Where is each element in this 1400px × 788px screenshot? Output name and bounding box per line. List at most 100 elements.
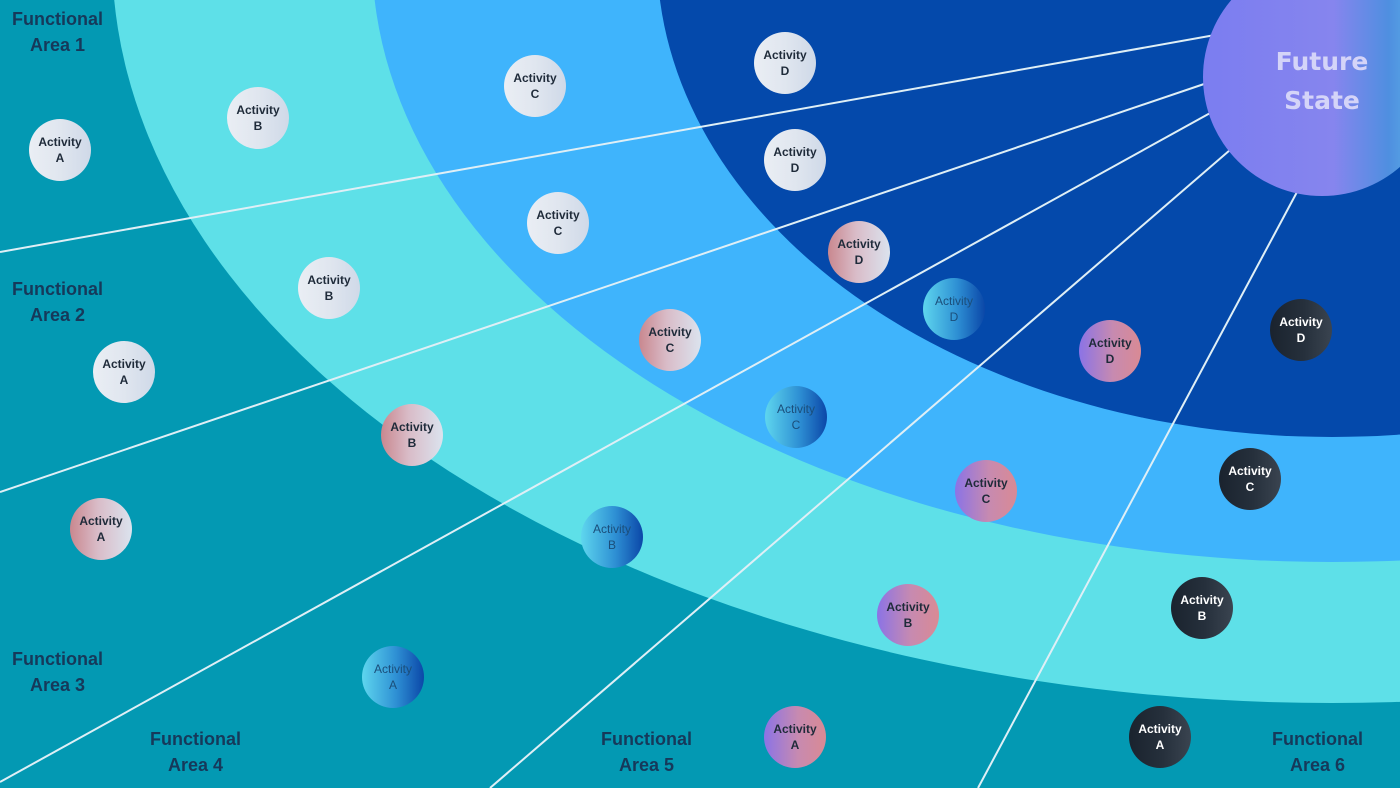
functional-area-3-label: Functional Area 3	[12, 646, 103, 698]
activity-word: Activity	[307, 273, 351, 287]
activity-letter: D	[949, 310, 959, 324]
area-label-line2: Area 2	[29, 305, 86, 325]
activity-a-area-4-node[interactable]: Activity A	[362, 646, 424, 708]
divider-line	[489, 149, 1231, 788]
activity-letter: C	[981, 492, 991, 506]
activity-c-area-5-node[interactable]: Activity C	[955, 460, 1017, 522]
divider-line	[0, 111, 1213, 783]
activity-word: Activity	[592, 522, 631, 536]
activity-letter: C	[1245, 480, 1255, 494]
activity-c-area-6-node[interactable]: Activity C	[1219, 448, 1281, 510]
area-label-line2: Area 1	[29, 35, 86, 55]
activity-letter: D	[790, 161, 800, 175]
activity-b-area-1-node[interactable]: Activity B	[227, 87, 289, 149]
future-state-label: Future State	[1262, 42, 1382, 120]
area-label-line1: Functional	[1272, 729, 1363, 749]
activity-d-area-6-node[interactable]: Activity D	[1270, 299, 1332, 361]
activity-word: Activity	[536, 208, 580, 222]
functional-area-1-label: Functional Area 1	[12, 6, 103, 58]
functional-area-4-label: Functional Area 4	[150, 726, 241, 778]
activity-letter: C	[665, 341, 675, 355]
area-label-line1: Functional	[601, 729, 692, 749]
activity-d-area-5-node[interactable]: Activity D	[1079, 320, 1141, 382]
activity-letter: A	[55, 151, 65, 165]
activity-letter: A	[96, 530, 106, 544]
activity-letter: A	[388, 678, 397, 692]
activity-b-area-5-node[interactable]: Activity B	[877, 584, 939, 646]
activity-letter: A	[1155, 738, 1165, 752]
activity-c-area-1-node[interactable]: Activity C	[504, 55, 566, 117]
activity-b-area-3-node[interactable]: Activity B	[381, 404, 443, 466]
functional-area-6-label: Functional Area 6	[1272, 726, 1363, 778]
activity-c-area-4-node[interactable]: Activity C	[765, 386, 827, 448]
activity-word: Activity	[837, 237, 881, 251]
activity-word: Activity	[1228, 464, 1272, 478]
activity-b-area-6-node[interactable]: Activity B	[1171, 577, 1233, 639]
activity-letter: C	[791, 418, 801, 432]
divider-line	[0, 34, 1216, 253]
area-label-line2: Area 3	[29, 675, 86, 695]
activity-word: Activity	[390, 420, 434, 434]
activity-word: Activity	[773, 722, 817, 736]
area-label-line2: Area 5	[618, 755, 675, 775]
activity-word: Activity	[964, 476, 1008, 490]
activity-c-area-2-node[interactable]: Activity C	[527, 192, 589, 254]
activity-word: Activity	[79, 514, 123, 528]
area-label-line1: Functional	[12, 9, 103, 29]
activity-a-area-2-node[interactable]: Activity A	[93, 341, 155, 403]
activity-word: Activity	[1138, 722, 1182, 736]
future-state-line2: State	[1284, 86, 1360, 115]
activity-letter: B	[903, 616, 913, 630]
area-label-line1: Functional	[12, 279, 103, 299]
activity-word: Activity	[1279, 315, 1323, 329]
activity-word: Activity	[763, 48, 807, 62]
activity-letter: C	[530, 87, 540, 101]
activity-a-area-1-node[interactable]: Activity A	[29, 119, 91, 181]
activity-letter: A	[790, 738, 800, 752]
activity-a-area-5-node[interactable]: Activity A	[764, 706, 826, 768]
activity-letter: D	[1105, 352, 1115, 366]
activity-d-area-4-node[interactable]: Activity D	[923, 278, 985, 340]
activity-b-area-2-node[interactable]: Activity B	[298, 257, 360, 319]
activity-word: Activity	[513, 71, 557, 85]
activity-letter: A	[119, 373, 129, 387]
activity-d-area-3-node[interactable]: Activity D	[828, 221, 890, 283]
activity-d-area-1-node[interactable]: Activity D	[754, 32, 816, 94]
activity-word: Activity	[773, 145, 817, 159]
functional-area-5-label: Functional Area 5	[601, 726, 692, 778]
area-label-line2: Area 6	[1289, 755, 1346, 775]
activity-a-area-6-node[interactable]: Activity A	[1129, 706, 1191, 768]
activity-a-area-3-node[interactable]: Activity A	[70, 498, 132, 560]
activity-word: Activity	[102, 357, 146, 371]
area-label-line2: Area 4	[167, 755, 224, 775]
divider-line	[977, 191, 1298, 788]
activity-letter: B	[607, 538, 616, 552]
activity-letter: B	[324, 289, 334, 303]
area-label-line1: Functional	[12, 649, 103, 669]
functional-area-2-label: Functional Area 2	[12, 276, 103, 328]
activity-word: Activity	[236, 103, 280, 117]
activity-b-area-4-node[interactable]: Activity B	[581, 506, 643, 568]
activity-word: Activity	[886, 600, 930, 614]
activity-c-area-3-node[interactable]: Activity C	[639, 309, 701, 371]
activity-word: Activity	[38, 135, 82, 149]
activity-letter: B	[253, 119, 263, 133]
area-label-line1: Functional	[150, 729, 241, 749]
activity-word: Activity	[1088, 336, 1132, 350]
activity-letter: D	[854, 253, 864, 267]
divider-line	[0, 81, 1211, 493]
activity-letter: B	[1197, 609, 1207, 623]
activity-word: Activity	[373, 662, 412, 676]
activity-letter: B	[407, 436, 417, 450]
activity-word: Activity	[934, 294, 973, 308]
activity-d-area-2-node[interactable]: Activity D	[764, 129, 826, 191]
activity-letter: D	[1296, 331, 1306, 345]
activity-letter: C	[553, 224, 563, 238]
activity-word: Activity	[1180, 593, 1224, 607]
divider-lines	[0, 34, 1298, 788]
activity-word: Activity	[776, 402, 815, 416]
activity-word: Activity	[648, 325, 692, 339]
future-state-line1: Future	[1275, 47, 1369, 76]
